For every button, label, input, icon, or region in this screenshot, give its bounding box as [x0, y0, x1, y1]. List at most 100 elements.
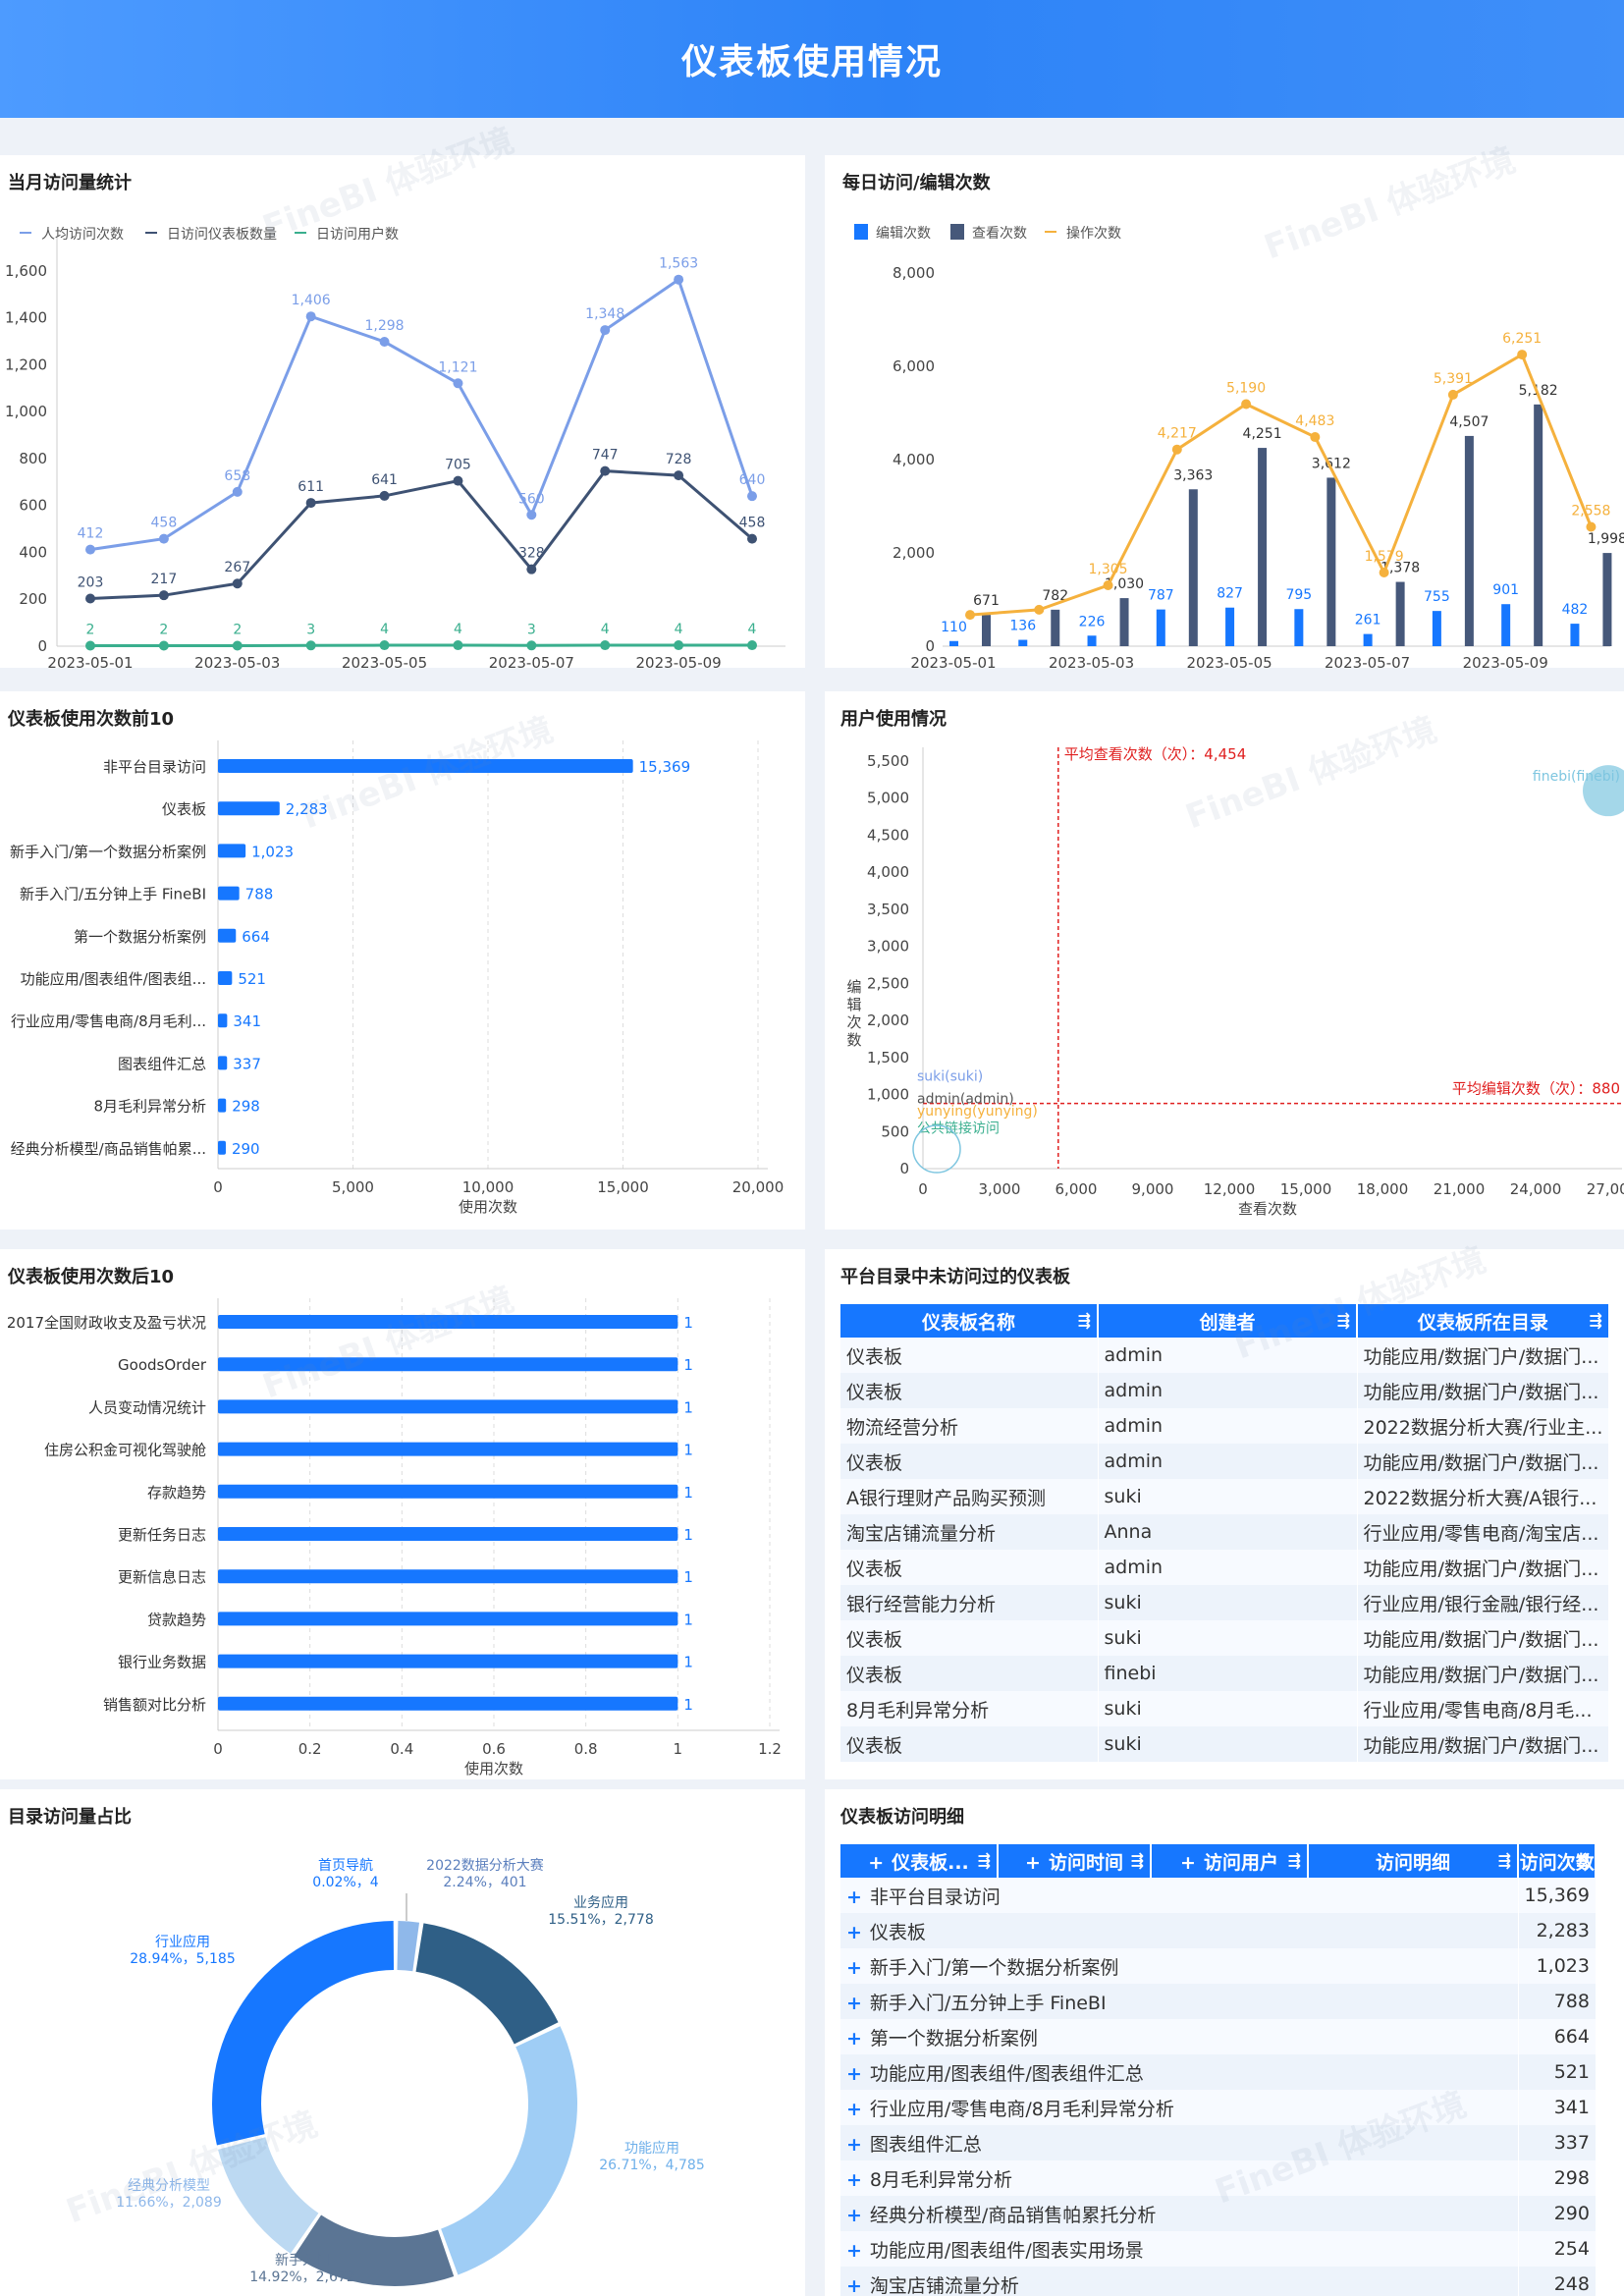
catalog-panel: 目录访问量占比 首页导航 0.02%，4 2022数据分析大赛 2.24%，401 业务…	[0, 1789, 805, 2296]
data-label: 5,391	[1434, 371, 1473, 387]
table-row[interactable]: 仪表板 finebi 功能应用/数据门户/数据门...	[840, 1656, 1610, 1691]
x-tick-label: 6,000	[1056, 1180, 1098, 1198]
point-label: admin(admin)	[917, 1091, 1014, 1107]
data-label: 3	[527, 622, 536, 637]
bar	[218, 1569, 678, 1584]
table-row[interactable]: + 新手入门/五分钟上手 FineBI 788	[840, 1984, 1597, 2019]
bar-view	[1464, 435, 1474, 646]
dashboard-name: 功能应用/图表组件/图表实用场景	[869, 2239, 1144, 2262]
expand-icon[interactable]: +	[846, 2204, 862, 2226]
table-row[interactable]: + 非平台目录访问 15,369	[840, 1878, 1597, 1913]
table-row[interactable]: A银行理财产品购买预测 suki 2022数据分析大赛/A银行...	[840, 1479, 1610, 1514]
cell-visit-count: 788	[1518, 1984, 1597, 2019]
table-row[interactable]: 仪表板 admin 功能应用/数据门户/数据门...	[840, 1373, 1610, 1408]
sort-icon[interactable]: ⇶	[1130, 1851, 1144, 1870]
data-label: 328	[518, 546, 545, 562]
bar	[218, 1527, 678, 1541]
col-creator[interactable]: 创建者 ⇶	[1098, 1304, 1358, 1338]
table-row[interactable]: + 经典分析模型/商品销售帕累托分析 290	[840, 2196, 1597, 2231]
cell-visit-count: 290	[1518, 2196, 1597, 2231]
table-row[interactable]: 仪表板 suki 功能应用/数据门户/数据门...	[840, 1726, 1610, 1762]
data-point	[305, 311, 316, 322]
table-row[interactable]: + 第一个数据分析案例 664	[840, 2019, 1597, 2054]
table-row[interactable]: + 行业应用/零售电商/8月毛利异常分析 341	[840, 2090, 1597, 2125]
bar	[218, 1612, 678, 1626]
expand-icon[interactable]: +	[1025, 1851, 1041, 1874]
cell-dashboard: + 淘宝店铺流量分析	[840, 2267, 1519, 2296]
expand-icon[interactable]: +	[846, 2168, 862, 2191]
data-point	[674, 470, 684, 481]
col-dashboard-name[interactable]: 仪表板名称 ⇶	[840, 1304, 1099, 1338]
y-tick-label: 1,500	[867, 1049, 909, 1066]
bar-label: 1	[683, 1568, 693, 1586]
category-label: 更新任务日志	[118, 1526, 206, 1544]
users-panel: 用户使用情况 0 500 1,000 1,500 2,000 2,500 3,000 3,50…	[825, 691, 1624, 1230]
expand-icon[interactable]: +	[846, 2098, 862, 2120]
data-label: 2,558	[1571, 503, 1610, 519]
donut-slice	[415, 1923, 559, 2045]
sort-icon[interactable]: ⇶	[1576, 1851, 1590, 1870]
expand-icon[interactable]: +	[868, 1851, 885, 1874]
sort-icon[interactable]: ⇶	[1589, 1311, 1602, 1330]
expand-icon[interactable]: +	[846, 2133, 862, 2156]
y-tick-label: 1,400	[5, 309, 47, 327]
table-row[interactable]: + 功能应用/图表组件/图表实用场景 254	[840, 2231, 1597, 2267]
col-directory[interactable]: 仪表板所在目录 ⇶	[1357, 1304, 1610, 1338]
table-row[interactable]: 仪表板 admin 功能应用/数据门户/数据门...	[840, 1550, 1610, 1585]
cell-directory: 功能应用/数据门户/数据门...	[1357, 1620, 1610, 1656]
table-row[interactable]: 银行经营能力分析 suki 行业应用/银行金融/银行经...	[840, 1585, 1610, 1620]
x-tick-label: 15,000	[1280, 1180, 1332, 1198]
table-row[interactable]: + 图表组件汇总 337	[840, 2125, 1597, 2160]
data-point	[747, 491, 757, 502]
table-row[interactable]: + 仪表板 2,283	[840, 1913, 1597, 1948]
bar-view	[1326, 477, 1336, 646]
data-label: 641	[371, 472, 398, 488]
cell-directory: 行业应用/银行金融/银行经...	[1357, 1585, 1610, 1620]
sort-icon[interactable]: ⇶	[977, 1851, 991, 1870]
col-visit-detail[interactable]: 访问明细 ⇶	[1308, 1844, 1519, 1878]
col-visit-user[interactable]: + 访问用户 ⇶	[1151, 1844, 1309, 1878]
bar-view	[1051, 609, 1060, 646]
expand-icon[interactable]: +	[1180, 1851, 1196, 1874]
y-tick-label: 0	[37, 637, 47, 655]
table-row[interactable]: +8月毛利异常分析 298	[840, 2160, 1597, 2196]
table-row[interactable]: 物流经营分析 admin 2022数据分析大赛/行业主...	[840, 1408, 1610, 1444]
data-label: 5,190	[1226, 380, 1266, 396]
sort-icon[interactable]: ⇶	[1077, 1311, 1091, 1330]
table-row[interactable]: 仪表板 admin 功能应用/数据门户/数据门...	[840, 1338, 1610, 1373]
x-axis-title: 使用次数	[459, 1198, 517, 1216]
cell-dashboard-name: 8月毛利异常分析	[840, 1691, 1099, 1726]
sort-icon[interactable]: ⇶	[1336, 1311, 1350, 1330]
table-row[interactable]: 8月毛利异常分析 suki 行业应用/零售电商/8月毛...	[840, 1691, 1610, 1726]
expand-icon[interactable]: +	[846, 2274, 862, 2296]
bottom10-chart: 0 0.2 0.4 0.6 0.8 1 1.2 使用次数 2017全国财政收支及盈亏状况 1 Goo…	[7, 1298, 782, 1777]
x-tick-label: 2023-05-03	[1049, 654, 1134, 668]
table-row[interactable]: + 淘宝店铺流量分析 248	[840, 2267, 1597, 2296]
col-visit-time[interactable]: + 访问时间 ⇶	[998, 1844, 1152, 1878]
sort-icon[interactable]: ⇶	[1497, 1851, 1511, 1870]
expand-icon[interactable]: +	[846, 2239, 862, 2262]
table-row[interactable]: 淘宝店铺流量分析 Anna 行业应用/零售电商/淘宝店...	[840, 1514, 1610, 1550]
col-dashboard[interactable]: + 仪表板... ⇶	[840, 1844, 999, 1878]
y-axis-title: 编辑次数	[846, 978, 861, 1049]
expand-icon[interactable]: +	[846, 1921, 862, 1943]
expand-icon[interactable]: +	[846, 1992, 862, 2014]
table-row[interactable]: + 功能应用/图表组件/图表组件汇总 521	[840, 2054, 1597, 2090]
expand-icon[interactable]: +	[846, 1886, 862, 1908]
cell-creator: admin	[1098, 1444, 1358, 1479]
table-row[interactable]: + 新手入门/第一个数据分析案例 1,023	[840, 1948, 1597, 1984]
catalog-title: 目录访问量占比	[8, 1807, 132, 1828]
expand-icon[interactable]: +	[846, 2062, 862, 2085]
x-tick-label: 2023-05-05	[342, 654, 427, 668]
col-visit-count[interactable]: 访问次数 ⇶	[1518, 1844, 1597, 1878]
data-point	[1103, 580, 1113, 591]
bar-label: 788	[245, 886, 274, 903]
sort-icon[interactable]: ⇶	[1287, 1851, 1301, 1870]
bar-label: 3,612	[1312, 456, 1351, 471]
table-row[interactable]: 仪表板 admin 功能应用/数据门户/数据门...	[840, 1444, 1610, 1479]
expand-icon[interactable]: +	[846, 1956, 862, 1979]
legend-label: 查看次数	[972, 226, 1027, 242]
table-row[interactable]: 仪表板 suki 功能应用/数据门户/数据门...	[840, 1620, 1610, 1656]
x-tick-label: 0	[918, 1180, 928, 1198]
expand-icon[interactable]: +	[846, 2027, 862, 2050]
